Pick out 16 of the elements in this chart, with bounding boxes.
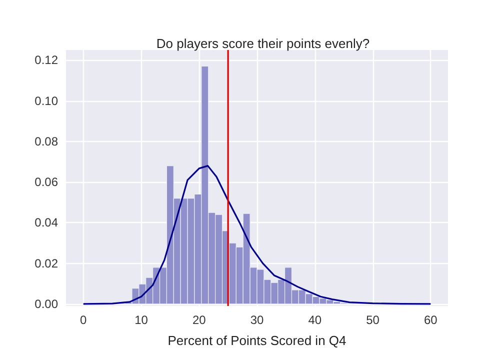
x-tick-label: 40 bbox=[308, 313, 322, 327]
y-tick-label: 0.08 bbox=[34, 134, 58, 148]
x-tick-label: 50 bbox=[366, 313, 380, 327]
y-tick-label: 0.06 bbox=[34, 175, 58, 190]
y-tick-label: 0.00 bbox=[34, 296, 58, 311]
x-tick-label: 30 bbox=[250, 313, 264, 327]
y-tick-label: 0.10 bbox=[34, 94, 58, 108]
chart-title: Do players score their points evenly? bbox=[156, 36, 370, 51]
x-tick-label: 60 bbox=[424, 313, 438, 327]
x-tick-label: 20 bbox=[192, 313, 206, 327]
x-axis-title: Percent of Points Scored in Q4 bbox=[168, 333, 346, 348]
x-tick-label: 0 bbox=[80, 313, 88, 327]
y-tick-label: 0.12 bbox=[34, 53, 58, 68]
y-tick-label: 0.04 bbox=[34, 216, 58, 230]
x-tick-label: 10 bbox=[134, 313, 148, 327]
y-tick-label: 0.02 bbox=[34, 256, 58, 270]
